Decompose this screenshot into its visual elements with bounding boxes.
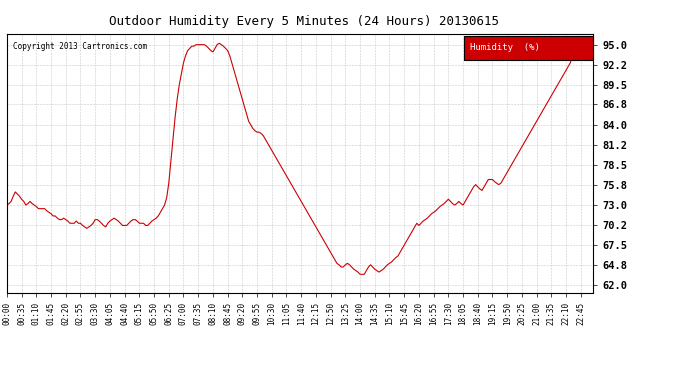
- Text: Copyright 2013 Cartronics.com: Copyright 2013 Cartronics.com: [13, 42, 147, 51]
- Text: Outdoor Humidity Every 5 Minutes (24 Hours) 20130615: Outdoor Humidity Every 5 Minutes (24 Hou…: [108, 15, 499, 28]
- Text: Humidity  (%): Humidity (%): [471, 44, 540, 52]
- FancyBboxPatch shape: [464, 36, 593, 60]
